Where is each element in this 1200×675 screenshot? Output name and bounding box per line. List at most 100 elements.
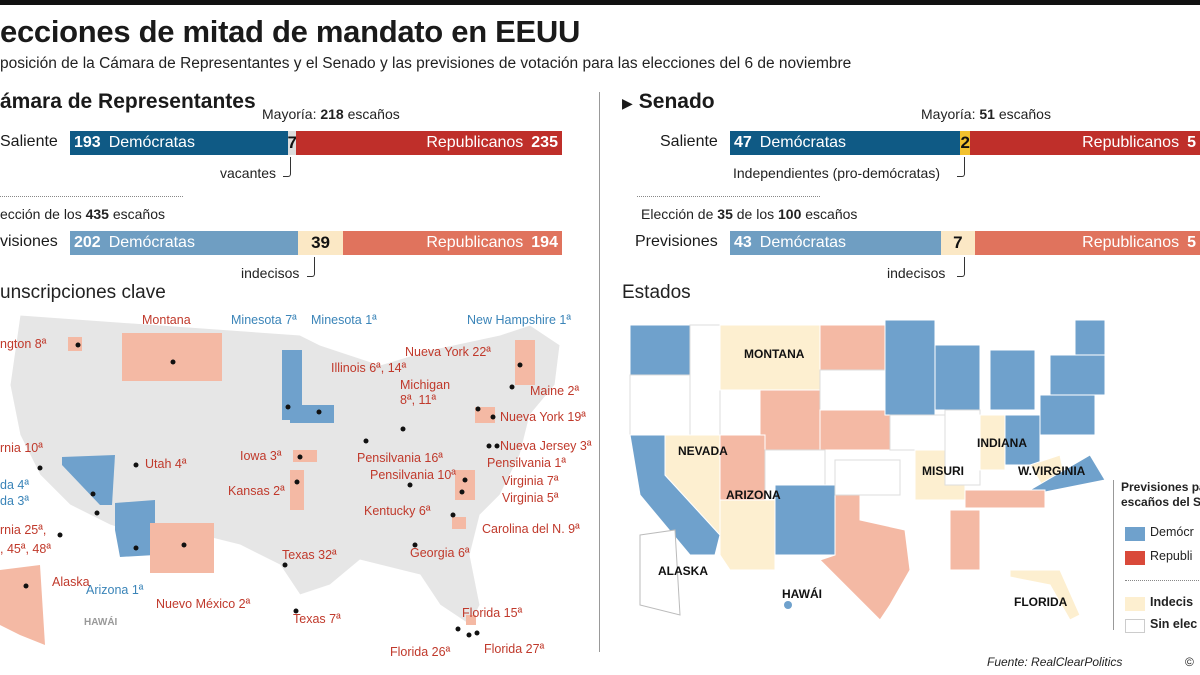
district-marker [450,512,456,518]
senate-forecast-dem-label: Demócratas [759,234,847,251]
district-marker [37,465,43,471]
district-marker [486,443,492,449]
district-label: , 45ª, 48ª [0,542,51,556]
district-marker [400,426,406,432]
district-label: Michigan [400,378,451,392]
district-marker [474,630,480,636]
senate-map-title: Estados [622,282,691,303]
state-label: FLORIDA [1014,595,1068,609]
kansas-state [834,459,901,496]
house-forecast-dem-label: Demócratas [108,234,195,251]
district-label: Minesota 1ª [311,313,377,327]
kansas2-district [290,470,304,510]
district-marker [494,443,500,449]
district-marker [316,409,322,415]
senate-election-prefix: Elección de [641,206,718,222]
senate-election-suffix: escaños [801,206,858,222]
senate-forecast-rep-label: Republicanos [1082,234,1180,251]
page-subtitle: posición de la Cámara de Representantes … [0,55,852,72]
senate-election-text: Elección de 35 de los 100 escaños [641,206,857,222]
house-election-suffix: escaños [108,206,166,222]
district-label: Virginia 7ª [502,474,559,488]
senate-map [629,319,1106,621]
district-label: ngton 8ª [0,337,47,351]
house-vacant-leader [283,157,291,177]
district-marker [170,359,176,365]
house-current-dem-value: 193 [74,134,101,151]
house-current-rep-label: Republicanos [426,134,524,151]
house-election-prefix: ección de los [0,206,86,222]
senate-forecast-other-segment: 7 [940,231,975,255]
house-undecided-leader [307,257,315,277]
district-marker [94,510,100,516]
senate-current-rep-value: 5 [1187,134,1196,151]
district-marker [23,583,29,589]
senate-current-dem-value: 47 [734,134,752,151]
top-rule [0,0,1200,5]
alaska-state [639,529,681,616]
district-marker [293,608,299,614]
house-majority-value: 218 [320,106,344,122]
senate-current-dem-segment: 47 Demócratas [730,131,961,155]
legend-title-line2: escaños del Se [1121,495,1200,509]
senate-heading: ▶ Senado [622,90,715,114]
senate-forecast-rep-segment: Republicanos 5 [975,231,1200,255]
legend-swatch [1125,597,1145,611]
house-majority: Mayoría: 218 escaños [262,106,400,122]
district-label: Arizona 1ª [86,583,144,597]
senate-undecided-note: indecisos [887,265,946,281]
legend-title: Previsiones pa escaños del Se [1121,480,1200,510]
arizona1-district [115,500,155,557]
district-label: 8ª, 11ª [400,393,437,407]
district-label: Nuevo México 2ª [156,597,251,611]
minnesota1-district [290,405,334,423]
district-marker [90,491,96,497]
michigan-state [989,349,1036,411]
district-marker [285,404,291,410]
senate-majority-prefix: Mayoría: [921,106,980,122]
senate-majority-value: 51 [979,106,995,122]
district-marker [282,562,288,568]
district-marker [455,626,461,632]
triangle-right-icon: ▶ [622,95,633,111]
house-forecast-dem-value: 202 [74,234,101,251]
maine2-district [515,340,535,385]
senate-divider [637,196,820,197]
district-label: Utah 4ª [145,457,187,471]
district-marker [475,406,481,412]
house-map-title: unscripciones clave [0,282,166,303]
state-label: MONTANA [744,347,805,361]
senate-forecast-dem-segment: 43 Demócratas [730,231,941,255]
district-marker [133,545,139,551]
house-current-rep-value: 235 [531,134,558,151]
senate-heading-text: Senado [638,90,715,113]
house-current-label: Saliente [0,133,58,150]
new-york-state [1049,354,1106,396]
senate-current-rep-label: Republicanos [1082,134,1180,151]
district-label: Minesota 7ª [231,313,297,327]
district-label: Kentucky 6ª [364,504,431,518]
district-label: rnia 10ª [0,441,43,455]
state-label: ALASKA [658,564,708,578]
district-label: da 3ª [0,494,29,508]
wyoming-state [759,389,821,451]
district-label: da 4ª [0,478,29,492]
minnesota-state [884,319,936,416]
senate-forecast-rep-value: 5 [1187,234,1196,251]
iowa-state [889,414,946,451]
florida-state [1009,569,1081,621]
senate-current-label: Saliente [660,133,718,150]
senate-majority: Mayoría: 51 escaños [921,106,1051,122]
wisconsin-state [934,344,981,411]
legend-label: Demócr [1150,525,1194,539]
legend-swatch [1125,551,1145,565]
district-label: Florida 27ª [484,642,545,656]
house-current-dem-label: Demócratas [108,134,195,151]
senate-majority-suffix: escaños [994,106,1051,122]
district-marker [363,438,369,444]
house-current-rep-segment: Republicanos 235 [296,131,562,155]
idaho-state [689,324,721,436]
district-marker [462,477,468,483]
district-marker [75,342,81,348]
house-current-other-segment: 7 [288,131,297,155]
